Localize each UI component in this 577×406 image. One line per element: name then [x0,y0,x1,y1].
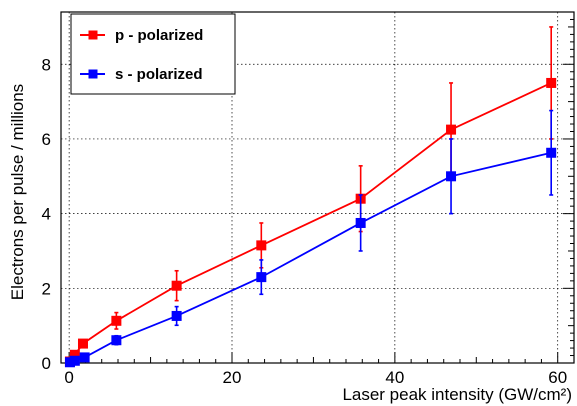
y-tick-labels: 0 2 4 6 8 [42,55,51,373]
legend-s-label: s - polarized [115,66,203,83]
legend: p - polarized s - polarized [70,13,236,95]
data-point [546,147,557,158]
series-s-polarized [64,109,557,368]
x-axis-title: Laser peak intensity (GW/cm²) [342,385,572,404]
data-point [77,338,88,349]
x-tick-labels: 0 20 40 60 [64,368,567,387]
legend-box [70,13,236,95]
data-point [355,217,366,228]
y-tick-label: 4 [42,205,51,224]
y-tick-label: 2 [42,279,51,298]
x-tick-label: 0 [64,368,73,387]
y-axis-title: Electrons per pulse / millions [8,84,27,300]
data-point [79,352,90,363]
y-tick-label: 8 [42,55,51,74]
data-point [171,280,182,291]
y-tick-label: 0 [42,354,51,373]
data-point [256,240,267,251]
legend-s-marker [88,69,98,79]
data-point [111,335,122,346]
data-point [256,272,267,283]
x-tick-label: 60 [548,368,567,387]
data-point [111,315,122,326]
data-point [546,77,557,88]
legend-p-label: p - polarized [115,27,203,44]
y-tick-label: 6 [42,130,51,149]
x-tick-label: 40 [385,368,404,387]
x-tick-label: 20 [223,368,242,387]
axis-ticks [68,11,575,364]
data-point [446,171,457,182]
data-point [446,124,457,135]
data-point [69,349,80,360]
data-point [171,310,182,321]
legend-p-marker [88,30,98,40]
series-layer [64,26,557,368]
data-point [69,355,80,366]
